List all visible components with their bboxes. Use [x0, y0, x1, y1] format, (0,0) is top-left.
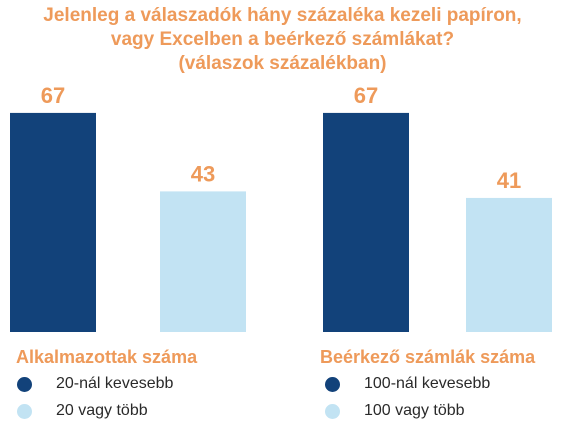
data-label-1-1: 67	[41, 83, 65, 108]
chart-title: Jelenleg a válaszadók hány százaléka kez…	[0, 4, 565, 76]
chart-title-line-3: (válaszok százalékban)	[178, 53, 387, 74]
legend-label: 20-nál kevesebb	[56, 375, 174, 392]
bar-1-2	[160, 191, 246, 332]
legend-dot-light-icon	[17, 403, 32, 419]
legend-label: 100 vagy több	[364, 402, 465, 419]
group-title-invoices: Beérkező számlák száma	[320, 347, 536, 367]
legend-dot-dark-icon	[325, 376, 340, 392]
legend-dot-dark-icon	[17, 376, 32, 392]
legend-label: 100-nál kevesebb	[364, 375, 491, 392]
legend-dot-light-icon	[325, 403, 340, 419]
legend-label: 20 vagy több	[56, 402, 148, 419]
legend-item-invoices-less: 100-nál kevesebb	[325, 375, 490, 393]
data-label-2-2: 41	[497, 168, 521, 193]
bar-2-1	[323, 112, 409, 332]
legend-item-employees-more: 20 vagy több	[17, 402, 148, 420]
bar-2-2	[466, 197, 552, 332]
group-title-employees: Alkalmazottak száma	[16, 347, 198, 367]
chart-title-line-1: Jelenleg a válaszadók hány százaléka kez…	[43, 5, 522, 26]
bar-1-1	[10, 112, 96, 332]
chart-title-line-2: vagy Excelben a beérkező számlákat?	[110, 29, 455, 50]
data-label-1-2: 43	[191, 161, 215, 186]
data-label-2-1: 67	[354, 83, 378, 108]
legend-item-employees-less: 20-nál kevesebb	[17, 375, 173, 393]
legend-item-invoices-more: 100 vagy több	[325, 402, 465, 420]
